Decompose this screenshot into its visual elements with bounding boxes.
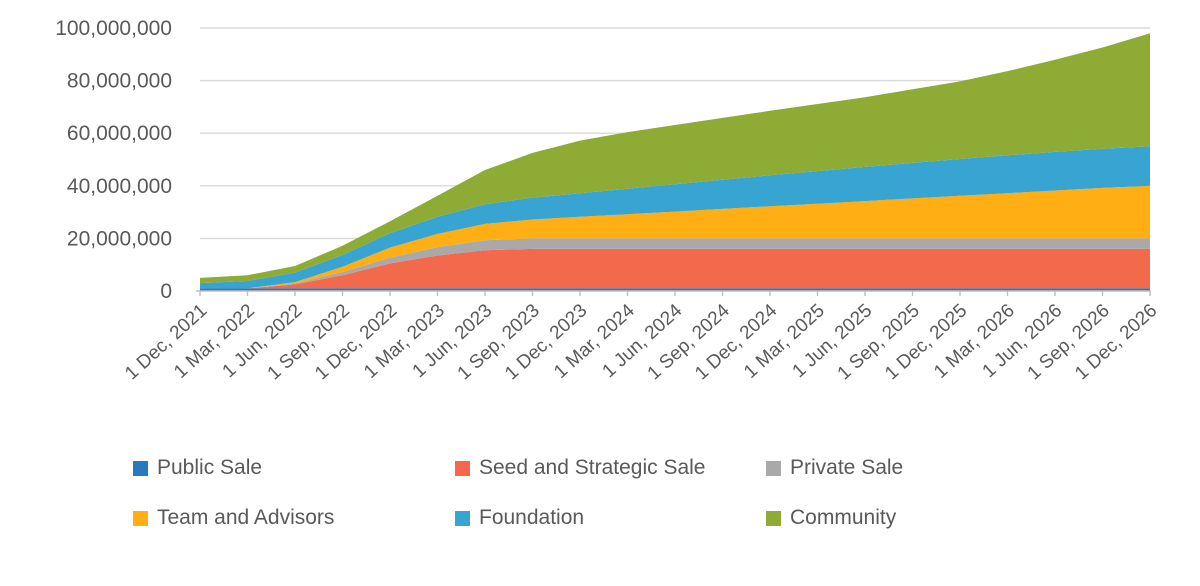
y-axis-label: 0	[160, 280, 172, 303]
legend-swatch-icon	[766, 460, 781, 476]
legend-item-public-sale: Public Sale	[133, 456, 262, 480]
legend-swatch-icon	[455, 460, 470, 476]
legend-item-private-sale: Private Sale	[766, 456, 903, 480]
y-axis-label: 40,000,000	[67, 175, 172, 198]
legend-swatch-icon	[455, 510, 470, 526]
area-series-seed-and-strategic-sale	[200, 248, 1150, 289]
legend-swatch-icon	[133, 510, 148, 526]
stacked-area-chart: 0 20,000,000 40,000,000 60,000,000 80,000,00…	[55, 17, 1161, 384]
legend-label: Foundation	[479, 506, 585, 529]
legend-item-foundation: Foundation	[455, 506, 584, 530]
area-series-team-and-advisors	[200, 185, 1150, 289]
legend-item-seed-and-strategic-sale: Seed and Strategic Sale	[455, 456, 706, 480]
legend-swatch-icon	[766, 510, 781, 526]
legend-label: Private Sale	[790, 456, 904, 479]
area-series-foundation	[200, 146, 1150, 289]
legend-label: Public Sale	[157, 456, 263, 479]
legend-swatch-icon	[133, 460, 148, 476]
legend-item-team-and-advisors: Team and Advisors	[133, 506, 334, 530]
y-axis-label: 100,000,000	[55, 17, 172, 40]
y-axis-label: 20,000,000	[67, 227, 172, 250]
legend-label: Community	[790, 506, 897, 529]
y-axis-label: 60,000,000	[67, 122, 172, 145]
area-series-private-sale	[200, 238, 1150, 289]
legend-item-community: Community	[766, 506, 896, 530]
area-series-community	[200, 33, 1150, 284]
y-axis-label: 80,000,000	[67, 70, 172, 93]
legend-label: Team and Advisors	[157, 506, 335, 529]
legend-label: Seed and Strategic Sale	[479, 456, 706, 479]
